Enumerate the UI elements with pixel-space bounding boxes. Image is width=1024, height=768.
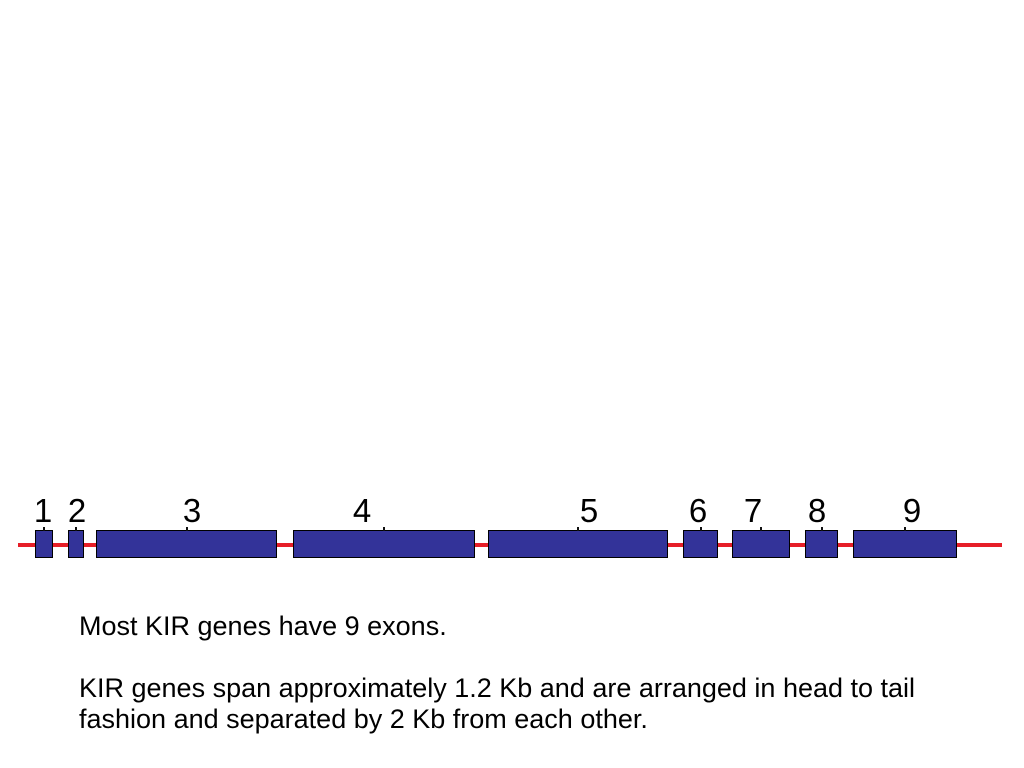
exon-tick-3 — [185, 527, 188, 531]
exon-label-1: 1 — [33, 492, 53, 529]
exon-box-1 — [35, 527, 53, 558]
exon-label-6: 6 — [688, 492, 708, 529]
exon-label-8: 8 — [807, 492, 827, 529]
exon-tick-2 — [75, 527, 77, 531]
exon-tick-4 — [383, 527, 385, 531]
exon-tick-9 — [904, 527, 906, 531]
exon-box-8 — [805, 527, 838, 558]
exon-tick-7 — [760, 527, 762, 531]
exon-box-3 — [96, 527, 277, 558]
exon-label-7: 7 — [743, 492, 763, 529]
exon-label-2: 2 — [67, 492, 87, 529]
caption-line-1: Most KIR genes have 9 exons. — [79, 611, 447, 641]
exon-box-2 — [68, 527, 84, 558]
exon-tick-6 — [699, 527, 702, 531]
caption-text-block: Most KIR genes have 9 exons. KIR genes s… — [79, 611, 915, 735]
exon-box-9 — [853, 527, 957, 558]
exon-tick-5 — [577, 527, 579, 531]
exon-box-7 — [732, 527, 790, 558]
caption-line-2: KIR genes span approximately 1.2 Kb and … — [79, 673, 916, 703]
exon-label-4: 4 — [352, 492, 372, 529]
exon-label-3: 3 — [182, 492, 202, 529]
exon-box-4 — [293, 527, 475, 558]
exon-label-5: 5 — [579, 492, 599, 529]
caption-line-3: fashion and separated by 2 Kb from each … — [79, 704, 648, 734]
exon-box-6 — [683, 527, 718, 558]
exon-tick-1 — [43, 527, 45, 531]
exon-box-5 — [488, 527, 668, 558]
exon-tick-8 — [820, 527, 823, 531]
exon-label-9: 9 — [902, 492, 922, 529]
